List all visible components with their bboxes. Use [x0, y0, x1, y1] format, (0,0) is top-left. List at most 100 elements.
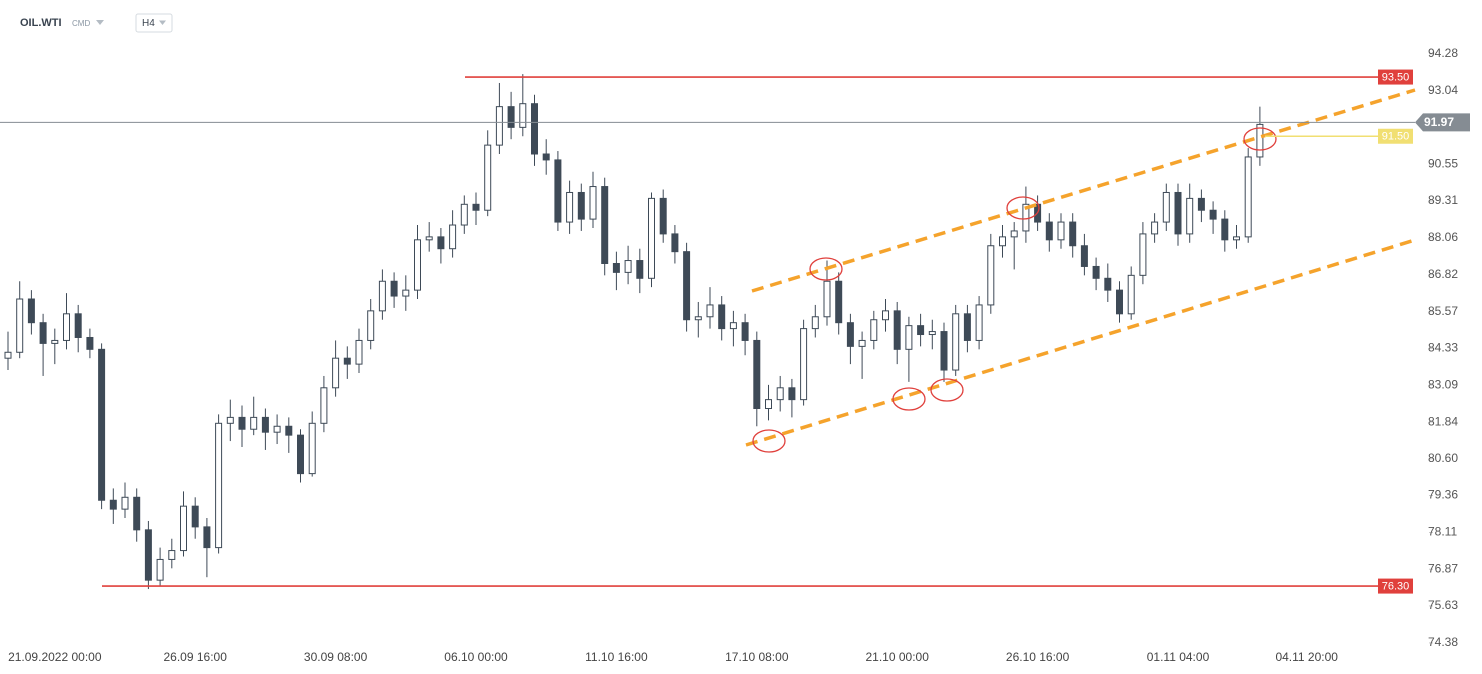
x-tick-label: 30.09 08:00: [304, 650, 368, 664]
candle-body-up: [63, 313, 70, 341]
price-badge-label: 91.97: [1424, 115, 1454, 129]
y-tick-label: 76.87: [1428, 561, 1458, 575]
candle-body-up: [519, 103, 527, 128]
candle-body-up: [1186, 197, 1194, 235]
timeframe: H4: [142, 18, 155, 29]
candle-body-down: [531, 103, 538, 155]
touch-marker: [1006, 196, 1040, 220]
candle-body-down: [285, 425, 293, 436]
x-tick-label: 11.10 16:00: [585, 650, 648, 664]
candle-body-up: [1010, 230, 1018, 238]
candle-body-up: [449, 224, 457, 250]
candle-body-down: [343, 357, 351, 365]
y-tick-label: 80.60: [1428, 451, 1458, 465]
timeframe-selector[interactable]: [135, 13, 173, 33]
y-tick-label: 74.38: [1428, 635, 1458, 649]
candle-body-down: [741, 322, 749, 341]
candle-body-down: [671, 233, 679, 253]
candle-body-down: [1069, 221, 1077, 247]
candle-body-up: [1139, 233, 1147, 276]
candle-body-up: [402, 289, 410, 297]
touch-marker: [809, 257, 843, 281]
candle-body-down: [437, 236, 445, 250]
candle-body-up: [765, 399, 772, 410]
candle-body-up: [308, 422, 316, 475]
candle-body-up: [168, 550, 176, 560]
candle-body-down: [261, 416, 269, 433]
candle-body-down: [1080, 245, 1088, 267]
candle-body-down: [542, 153, 550, 161]
candle-body-up: [858, 339, 866, 347]
candle-body-down: [846, 322, 854, 347]
candle-body-down: [1174, 191, 1182, 235]
candle-body-up: [1057, 221, 1065, 241]
touch-marker: [752, 429, 786, 453]
candle-body-up: [905, 325, 913, 350]
x-tick-label: 26.09 16:00: [163, 650, 227, 664]
candle-body-up: [250, 416, 258, 430]
candle-body-up: [273, 425, 281, 433]
candle-body-down: [507, 106, 515, 128]
price-badge: [1415, 113, 1470, 132]
candle-body-down: [788, 387, 796, 401]
candle-body-down: [109, 499, 117, 510]
candle-body-up: [484, 144, 492, 211]
level-badge-label: 91.50: [1382, 131, 1410, 143]
candle-body-down: [963, 313, 971, 341]
candle-body-up: [355, 339, 363, 365]
candle-body-down: [1045, 221, 1053, 241]
y-tick-label: 94.28: [1428, 46, 1458, 60]
candle-body-up: [870, 319, 878, 341]
symbol: OIL.WTI: [20, 17, 62, 29]
candle-body-up: [425, 236, 433, 241]
x-tick-label: 17.10 08:00: [725, 650, 789, 664]
candle-body-up: [378, 280, 386, 312]
candle-body-down: [74, 313, 82, 338]
candle-body-up: [1162, 191, 1170, 223]
candle-body-up: [180, 505, 187, 552]
y-tick-label: 93.04: [1428, 83, 1458, 97]
y-tick-label: 88.06: [1428, 230, 1458, 244]
candle-body-down: [39, 322, 47, 344]
candle-body-down: [297, 434, 304, 475]
candle-body-down: [133, 496, 141, 531]
y-tick-label: 90.55: [1428, 157, 1458, 171]
x-tick-label: 01.11 04:00: [1147, 650, 1210, 664]
level-badge-label: 93.50: [1382, 71, 1410, 83]
candle-body-down: [1116, 289, 1123, 315]
candle-body-up: [367, 310, 375, 341]
candle-body-down: [1209, 209, 1217, 220]
candle-body-down: [718, 304, 726, 330]
candle-body-up: [414, 239, 421, 291]
candle-body-down: [98, 348, 106, 501]
channel: [745, 88, 1416, 453]
candle-body-down: [577, 191, 585, 220]
candle-body-up: [566, 191, 574, 223]
candle-body-down: [917, 325, 925, 336]
candle-body-up: [800, 328, 808, 401]
level-badge-label: 76.30: [1382, 580, 1410, 592]
candle-body-up: [332, 357, 340, 389]
header: OIL.WTI CMD H4: [20, 13, 173, 33]
y-tick-label: 86.82: [1428, 267, 1458, 281]
candle-body-down: [472, 203, 480, 211]
y-tick-label: 84.33: [1428, 341, 1458, 355]
plot-area: 94.28 93.04 90.55 89.31 88.06 86.82 85.57 84.33…: [4, 46, 1458, 664]
level-badge: [1378, 128, 1413, 144]
candle-body-down: [683, 251, 691, 321]
y-tick-label: 89.31: [1428, 193, 1458, 207]
x-tick-label: 04.11 20:00: [1275, 650, 1338, 664]
candle-body-up: [776, 387, 784, 401]
candle-body-up: [1127, 274, 1135, 315]
channel-upper: [751, 88, 1416, 293]
symbol-dropdown[interactable]: [96, 20, 104, 25]
candle-body-up: [460, 203, 468, 226]
candle-body-down: [612, 262, 620, 273]
candle-body-up: [4, 351, 12, 359]
candle-body-up: [1233, 236, 1240, 241]
candle-body-up: [975, 304, 983, 341]
candle-body-up: [51, 339, 59, 344]
candle-body-up: [648, 197, 655, 279]
candle-body-up: [16, 298, 24, 353]
